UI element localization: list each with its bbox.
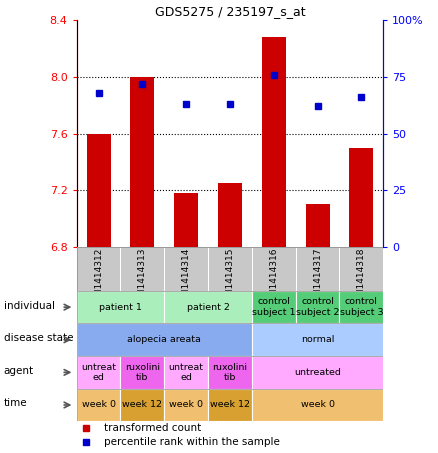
Bar: [77, 247, 120, 308]
Bar: [164, 291, 252, 323]
Text: GSM1414313: GSM1414313: [138, 247, 147, 308]
Text: GSM1414312: GSM1414312: [94, 247, 103, 308]
Text: week 12: week 12: [122, 400, 162, 410]
Text: untreat
ed: untreat ed: [81, 363, 116, 382]
Bar: [77, 291, 164, 323]
Text: percentile rank within the sample: percentile rank within the sample: [104, 438, 280, 448]
Text: patient 1: patient 1: [99, 303, 142, 312]
Bar: [252, 323, 383, 356]
Bar: [339, 247, 383, 308]
Bar: [208, 389, 252, 421]
Bar: [296, 291, 339, 323]
Text: untreated: untreated: [294, 368, 341, 377]
Bar: [218, 183, 242, 247]
Bar: [174, 193, 198, 247]
Text: control
subject 2: control subject 2: [296, 298, 339, 317]
Bar: [208, 356, 252, 389]
Bar: [252, 356, 383, 389]
Text: disease state: disease state: [4, 333, 73, 343]
Bar: [296, 247, 339, 308]
Text: patient 2: patient 2: [187, 303, 230, 312]
Text: time: time: [4, 398, 28, 408]
Bar: [339, 291, 383, 323]
Bar: [262, 38, 286, 247]
Bar: [120, 247, 164, 308]
Bar: [252, 291, 296, 323]
Bar: [349, 148, 373, 247]
Bar: [208, 247, 252, 308]
Bar: [164, 356, 208, 389]
Text: week 12: week 12: [210, 400, 250, 410]
Text: untreat
ed: untreat ed: [169, 363, 204, 382]
Text: week 0: week 0: [81, 400, 116, 410]
Bar: [120, 389, 164, 421]
Bar: [164, 247, 208, 308]
Bar: [77, 389, 120, 421]
Text: week 0: week 0: [169, 400, 203, 410]
Text: GSM1414315: GSM1414315: [226, 247, 234, 308]
Text: GSM1414314: GSM1414314: [182, 247, 191, 308]
Bar: [305, 204, 329, 247]
Bar: [164, 389, 208, 421]
Text: individual: individual: [4, 300, 55, 310]
Bar: [77, 323, 252, 356]
Bar: [77, 356, 120, 389]
Text: control
subject 1: control subject 1: [252, 298, 296, 317]
Text: agent: agent: [4, 366, 34, 376]
Bar: [86, 134, 110, 247]
Text: GSM1414316: GSM1414316: [269, 247, 278, 308]
Title: GDS5275 / 235197_s_at: GDS5275 / 235197_s_at: [155, 5, 305, 18]
Text: GSM1414317: GSM1414317: [313, 247, 322, 308]
Text: alopecia areata: alopecia areata: [127, 335, 201, 344]
Text: week 0: week 0: [300, 400, 335, 410]
Text: GSM1414318: GSM1414318: [357, 247, 366, 308]
Text: control
subject 3: control subject 3: [339, 298, 383, 317]
Bar: [252, 389, 383, 421]
Text: ruxolini
tib: ruxolini tib: [212, 363, 247, 382]
Text: transformed count: transformed count: [104, 423, 201, 433]
Text: ruxolini
tib: ruxolini tib: [125, 363, 160, 382]
Text: normal: normal: [301, 335, 334, 344]
Bar: [120, 356, 164, 389]
Bar: [130, 77, 154, 247]
Bar: [252, 247, 296, 308]
